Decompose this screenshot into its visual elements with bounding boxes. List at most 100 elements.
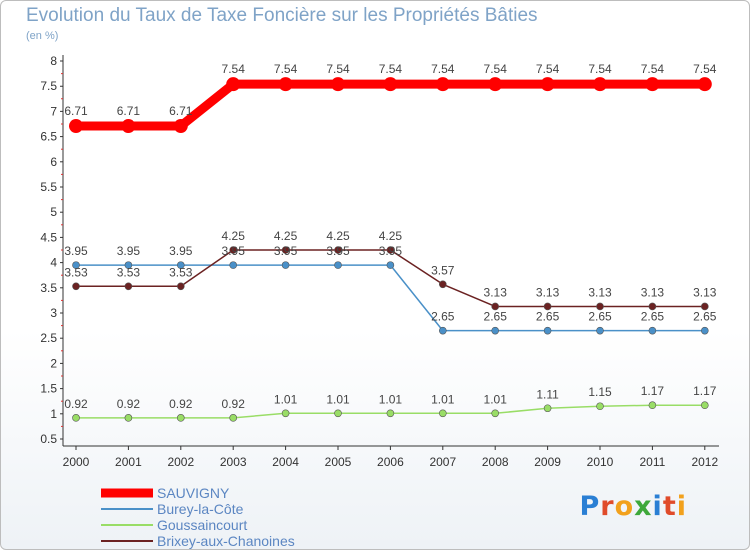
data-point (226, 77, 241, 92)
data-point (596, 402, 604, 411)
data-label: 3.57 (431, 263, 455, 277)
data-point (386, 246, 395, 254)
x-tick-label: 2012 (691, 455, 718, 469)
x-tick-label: 2002 (167, 455, 194, 469)
data-label: 0.92 (117, 397, 141, 411)
data-label: 3.13 (588, 285, 612, 299)
data-label: 2.65 (693, 310, 717, 324)
data-point (69, 119, 83, 134)
y-tick-label: 4 (50, 256, 57, 270)
data-label: 3.95 (326, 244, 350, 258)
data-point (648, 326, 657, 335)
data-label: 7.54 (274, 62, 298, 76)
data-point (383, 77, 398, 92)
data-label: 2.65 (588, 310, 612, 324)
y-unit-label: (en %) (26, 30, 59, 42)
data-point (543, 302, 552, 311)
brand-letter: i (652, 491, 663, 522)
y-tick-label: 7 (50, 104, 57, 118)
data-label: 0.92 (222, 397, 246, 411)
data-point (173, 119, 188, 134)
data-label: 7.54 (693, 62, 717, 76)
legend-label: SAUVIGNY (157, 485, 230, 501)
data-label: 1.01 (431, 392, 455, 406)
data-point (488, 77, 503, 92)
data-point (596, 326, 604, 335)
brand-letter: o (614, 491, 635, 522)
y-tick-label: 8 (50, 54, 57, 68)
y-tick-label: 7.5 (40, 79, 57, 93)
chart-title: Evolution du Taux de Taxe Foncière sur l… (26, 5, 538, 26)
y-tick-label: 2 (50, 356, 57, 370)
y-tick-label: 6 (50, 155, 57, 169)
y-tick-label: 5 (50, 205, 57, 219)
data-label: 3.53 (117, 265, 141, 279)
data-point (700, 302, 709, 311)
brand-letter: x (634, 491, 653, 522)
data-point (438, 409, 447, 418)
y-tick-label: 4.5 (40, 230, 57, 244)
data-point (281, 246, 290, 254)
data-label: 2.65 (536, 310, 560, 324)
x-tick-label: 2008 (482, 455, 509, 469)
data-label: 7.54 (222, 62, 246, 76)
data-point (72, 282, 80, 291)
x-tick-label: 2000 (63, 455, 90, 469)
data-label: 1.01 (326, 392, 350, 406)
data-point (697, 77, 712, 92)
data-point (491, 409, 500, 418)
legend-label: Brixey-aux-Chanoines (157, 533, 295, 549)
data-point (700, 326, 709, 335)
data-label: 1.15 (588, 385, 612, 399)
data-point (177, 261, 185, 269)
data-point (648, 302, 657, 311)
data-label: 1.01 (379, 392, 403, 406)
legend-label: Burey-la-Côte (157, 501, 244, 517)
data-label: 2.65 (484, 310, 508, 324)
data-point (229, 261, 237, 269)
y-tick-label: 3 (50, 306, 57, 320)
data-label: 3.13 (536, 285, 560, 299)
data-label: 7.54 (588, 62, 612, 76)
brand-letter: P (579, 491, 601, 522)
data-label: 4.25 (326, 229, 350, 243)
data-label: 3.95 (169, 244, 193, 258)
data-label: 3.53 (64, 265, 88, 279)
data-point (435, 77, 450, 92)
data-point (334, 409, 342, 418)
data-point (124, 261, 133, 269)
x-tick-label: 2005 (325, 455, 352, 469)
data-point (281, 261, 290, 269)
data-point (645, 77, 660, 92)
data-point (491, 302, 500, 311)
data-label: 3.53 (169, 265, 193, 279)
data-point (124, 282, 133, 291)
data-point (229, 246, 237, 254)
data-point (72, 261, 80, 269)
data-label: 2.65 (431, 310, 455, 324)
data-point (177, 414, 185, 422)
data-label: 3.95 (117, 244, 141, 258)
data-label: 3.95 (274, 244, 298, 258)
brand-letter: t (662, 491, 677, 522)
data-label: 7.54 (536, 62, 560, 76)
data-label: 1.17 (693, 384, 717, 398)
data-point (334, 246, 342, 254)
data-label: 7.54 (484, 62, 508, 76)
y-tick-label: 2.5 (40, 331, 57, 345)
data-label: 3.95 (64, 244, 88, 258)
data-point (124, 414, 133, 422)
data-point (543, 326, 552, 335)
data-point (593, 77, 607, 92)
data-label: 1.01 (484, 392, 508, 406)
y-tick-label: 6.5 (40, 130, 57, 144)
x-tick-label: 2007 (429, 455, 456, 469)
data-point (386, 261, 395, 269)
data-point (334, 261, 342, 269)
data-label: 4.25 (379, 229, 403, 243)
data-point (121, 119, 136, 134)
data-label: 3.95 (379, 244, 403, 258)
data-point (648, 401, 657, 410)
data-label: 1.01 (274, 392, 298, 406)
